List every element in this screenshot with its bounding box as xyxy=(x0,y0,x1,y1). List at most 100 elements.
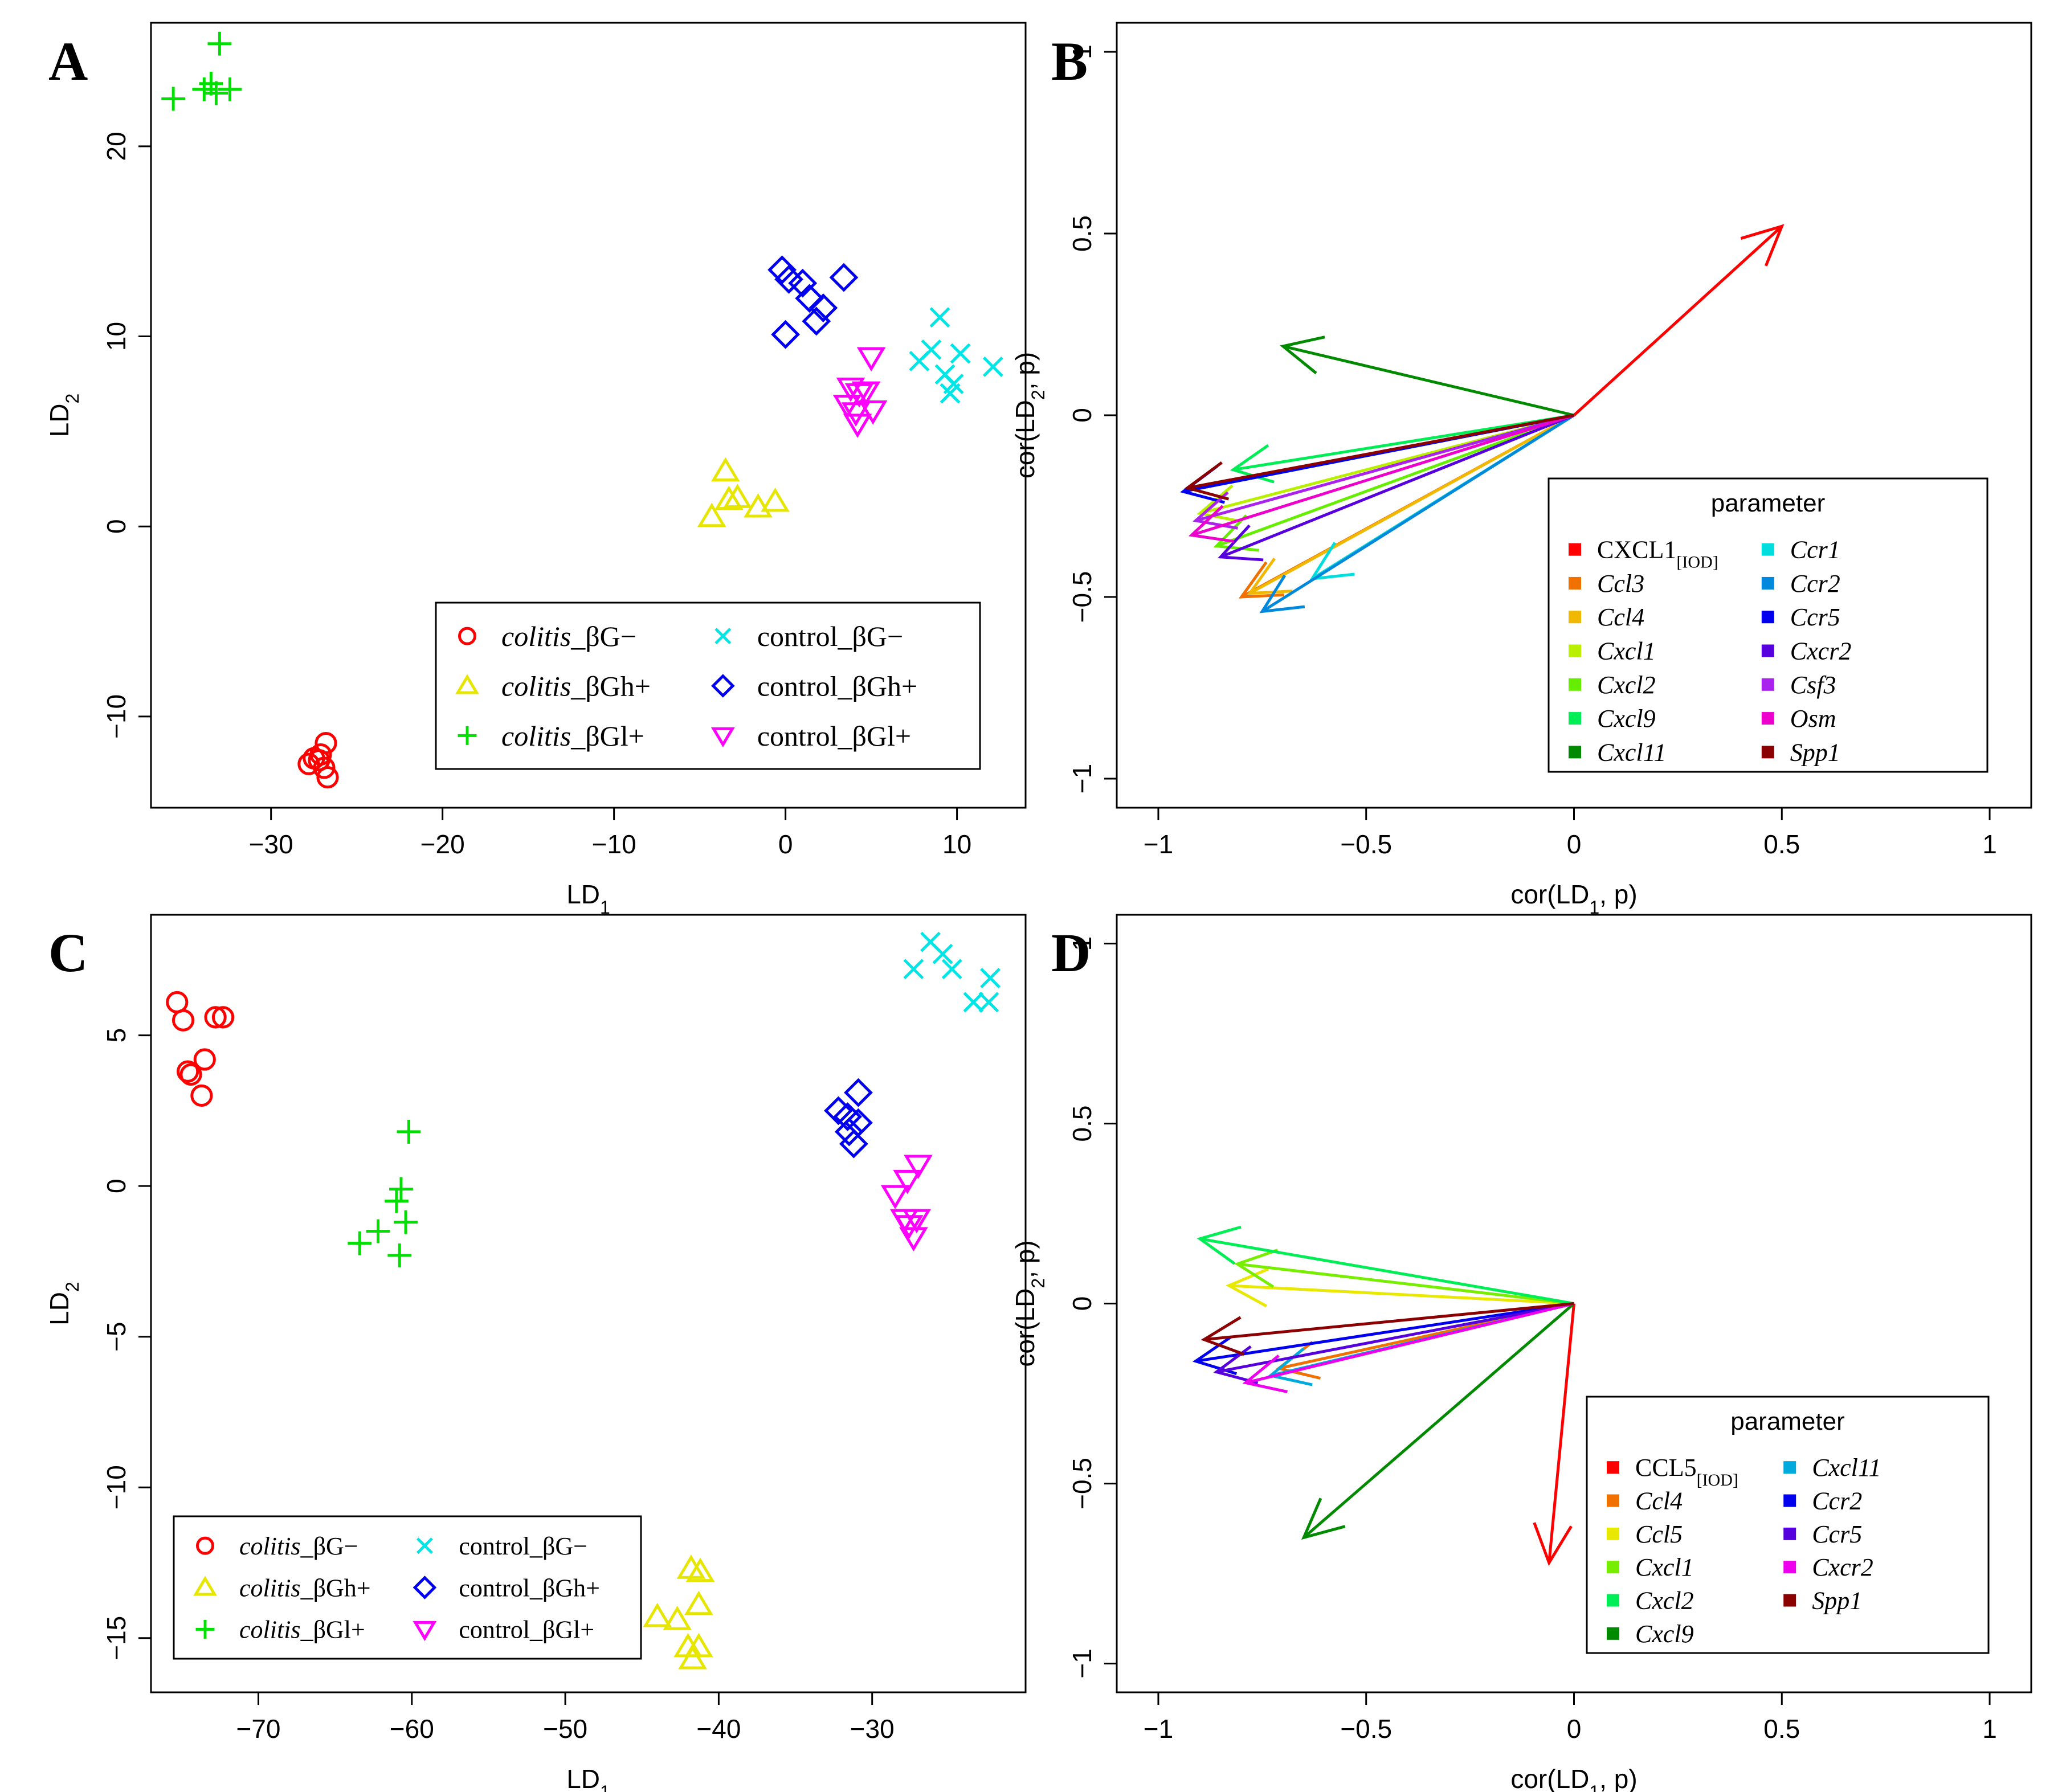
arrow-head xyxy=(1218,524,1264,562)
panel-c: C−70 −60 −50 −40 −30−15−10−505LD1LD2colitis_… xyxy=(44,914,1027,1792)
y-tick-label: 0 xyxy=(101,1179,131,1193)
legend-title: parameter xyxy=(1730,1408,1845,1435)
x-tick-label: −10 xyxy=(592,829,636,859)
legend-label: colitis_βGh+ xyxy=(501,670,651,702)
vector-ccr5 xyxy=(1213,1302,1574,1385)
data-point xyxy=(697,502,726,527)
vector-cxcr2 xyxy=(1242,1302,1575,1393)
y-tick-label: 0.5 xyxy=(1067,215,1097,252)
data-point xyxy=(366,1219,390,1243)
legend-box xyxy=(173,1515,642,1660)
legend-item-cxcl1: Cxcl1 xyxy=(1569,637,1656,665)
vector-line xyxy=(1261,414,1575,613)
legend-title: parameter xyxy=(1711,489,1826,517)
vector-cxcl1 xyxy=(1234,1249,1574,1305)
vector-line xyxy=(1216,414,1575,548)
legend-item-colitis_bG-: colitis_βG− xyxy=(458,620,636,652)
legend-label: Cxcl1 xyxy=(1597,637,1656,665)
legend-item-cxcl9: Cxcl9 xyxy=(1607,1620,1694,1648)
vector-line xyxy=(1228,1284,1574,1305)
x-tick-label: 0 xyxy=(1567,1714,1582,1744)
legend-swatch xyxy=(1761,678,1774,691)
legend-swatch xyxy=(1569,678,1581,691)
arrow-head xyxy=(1533,1522,1573,1566)
legend-marker xyxy=(196,1536,214,1555)
y-tick-label: −15 xyxy=(101,1616,131,1660)
arrow-head xyxy=(1247,558,1293,595)
legend-swatch xyxy=(1569,644,1581,657)
legend-item-control_bG-: control_βG− xyxy=(416,1532,587,1560)
legend-swatch xyxy=(1569,611,1581,624)
data-point xyxy=(788,268,818,298)
legend-item-ccr5: Ccr5 xyxy=(1761,603,1840,631)
data-point xyxy=(904,1155,933,1179)
y-tick-label: −10 xyxy=(101,1465,131,1509)
data-point xyxy=(963,992,984,1013)
panel-a: A−30 −20 −10 0 10−1001020LD1LD2colitis_βG−co… xyxy=(44,22,1027,918)
y-axis-label: cor(LD2, p) xyxy=(1010,1240,1048,1366)
vector-line xyxy=(1191,414,1575,537)
data-point xyxy=(902,1209,932,1234)
vector-osm xyxy=(1188,414,1575,543)
data-point xyxy=(802,306,831,336)
legend-swatch xyxy=(1761,644,1774,657)
legend-label: Cxcl1 xyxy=(1635,1553,1694,1581)
legend-marker xyxy=(193,1576,217,1596)
data-point xyxy=(895,1215,924,1239)
legend-label: Cxcl2 xyxy=(1597,671,1656,699)
legend-item-spp1: Spp1 xyxy=(1783,1587,1862,1615)
vector-line xyxy=(1187,414,1574,490)
legend-item-ccl4: Ccl4 xyxy=(1569,603,1644,631)
legend-marker xyxy=(195,1619,215,1639)
data-point xyxy=(834,1117,864,1147)
vector-spp1 xyxy=(1201,1302,1574,1356)
data-point xyxy=(909,350,930,371)
legend-label: Cxcl11 xyxy=(1597,738,1666,766)
data-point xyxy=(663,1606,692,1630)
legend-item-colitis_bGl+: colitis_βGl+ xyxy=(195,1616,365,1644)
legend-label: CCL5[IOD] xyxy=(1635,1454,1738,1490)
x-tick-label: 0.5 xyxy=(1763,829,1800,859)
y-tick-label: 0 xyxy=(101,519,131,534)
x-tick-label: −30 xyxy=(249,829,293,859)
data-point xyxy=(941,959,962,980)
legend-swatch xyxy=(1761,576,1774,590)
y-axis-label: cor(LD2, p) xyxy=(1010,352,1048,478)
data-point xyxy=(950,343,971,364)
data-point xyxy=(297,752,320,775)
legend-label: CXCL1[IOD] xyxy=(1597,536,1718,572)
legend-label: Ccr1 xyxy=(1790,536,1840,564)
x-tick-label: 0 xyxy=(1567,829,1582,859)
legend-item-ccr2: Ccr2 xyxy=(1761,570,1840,598)
vector-line xyxy=(1237,1262,1574,1305)
data-point xyxy=(192,77,217,101)
x-tick-label: −50 xyxy=(543,1714,587,1744)
series-colitis_bGh+ xyxy=(643,1554,715,1670)
arrow-head xyxy=(1234,1249,1279,1288)
series-control_bGh+ xyxy=(767,255,859,349)
data-point xyxy=(218,77,242,101)
legend-item-cxcl11: Cxcl11 xyxy=(1569,738,1666,766)
arrow-head xyxy=(1301,1498,1346,1540)
legend-item-colitis_bGh+: colitis_βGh+ xyxy=(455,670,651,702)
vector-line xyxy=(1195,414,1575,522)
legend-label: Cxcr2 xyxy=(1790,637,1852,665)
series-colitis_bGl+ xyxy=(161,31,242,111)
data-point xyxy=(744,493,773,518)
legend-item-control_bGh+: control_βGh+ xyxy=(711,670,917,702)
arrow-head xyxy=(1740,224,1785,267)
legend-swatch xyxy=(1607,1527,1619,1540)
data-point xyxy=(193,1048,216,1071)
data-point xyxy=(678,1644,707,1670)
data-point xyxy=(714,485,744,510)
data-point xyxy=(211,1006,235,1029)
legend-label: colitis_βGl+ xyxy=(239,1616,365,1644)
y-tick-label: −5 xyxy=(101,1322,131,1351)
legend-item-colitis_bGh+: colitis_βGh+ xyxy=(193,1574,371,1602)
legend-swatch xyxy=(1607,1494,1619,1507)
arrow-head xyxy=(1259,574,1305,613)
vector-line xyxy=(1245,1302,1575,1384)
y-tick-label: 10 xyxy=(101,322,131,351)
x-axis: −1 −0.5 0 0.5 1 xyxy=(1144,808,1997,859)
data-point xyxy=(767,255,797,285)
